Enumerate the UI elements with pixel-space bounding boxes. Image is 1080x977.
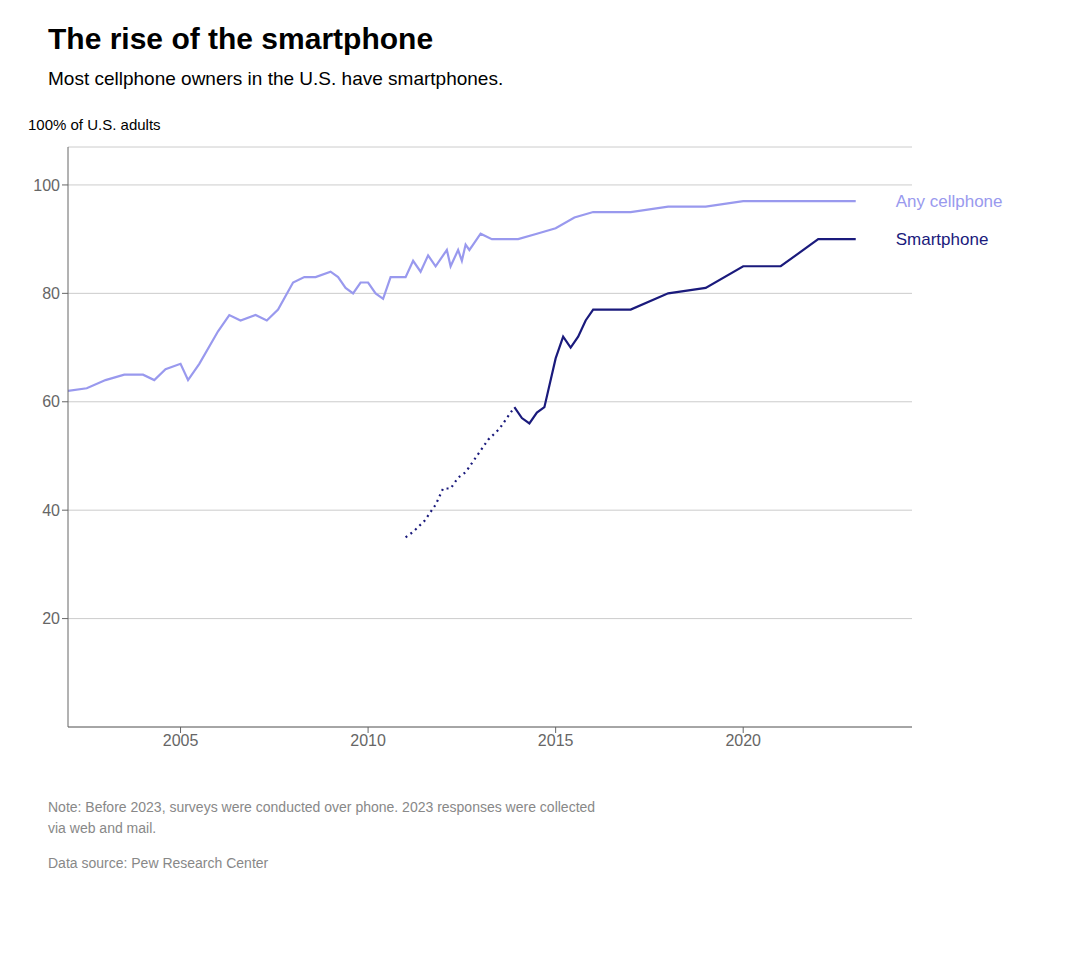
svg-text:40: 40 bbox=[42, 502, 60, 519]
svg-text:2020: 2020 bbox=[725, 732, 761, 749]
html-text:Note: Before 2023, surveys wer: Note: Before 2023, surveys were conducte… bbox=[48, 799, 596, 836]
html-text:The rise of the smartphone: The rise of the smartphone bbox=[48, 22, 434, 55]
svg-text:2005: 2005 bbox=[163, 732, 199, 749]
svg-text:Smartphone: Smartphone bbox=[896, 230, 989, 249]
svg-text:80: 80 bbox=[42, 285, 60, 302]
html-text:Most cellphone owners in the U: Most cellphone owners in the U.S. have s… bbox=[48, 68, 504, 89]
svg-text:20: 20 bbox=[42, 610, 60, 627]
svg-text:2010: 2010 bbox=[350, 732, 386, 749]
svg-text:Any cellphone: Any cellphone bbox=[896, 192, 1003, 211]
svg-text:60: 60 bbox=[42, 393, 60, 410]
svg-text:100: 100 bbox=[33, 177, 60, 194]
svg-text:2015: 2015 bbox=[538, 732, 574, 749]
html-text:100% of U.S. adults: 100% of U.S. adults bbox=[28, 116, 161, 133]
html-text:Data source: Pew Research Cent: Data source: Pew Research Center bbox=[48, 855, 269, 871]
